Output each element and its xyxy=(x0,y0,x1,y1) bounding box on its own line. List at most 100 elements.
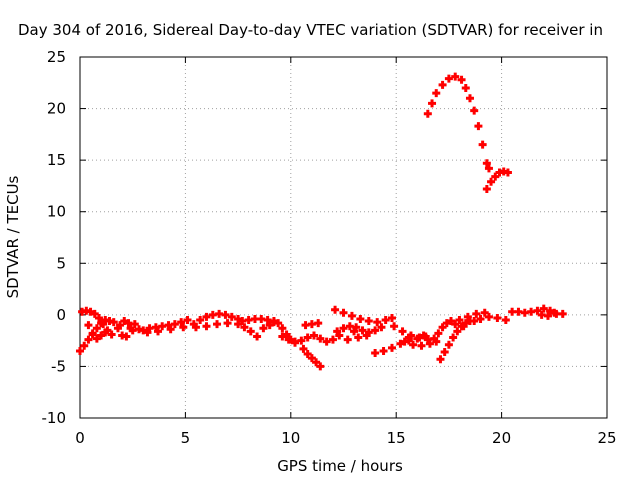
data-point xyxy=(90,309,99,318)
data-point xyxy=(387,313,396,322)
data-point xyxy=(259,324,268,333)
data-point xyxy=(350,327,359,336)
data-point xyxy=(80,341,89,350)
data-point xyxy=(404,333,413,342)
data-point xyxy=(202,312,211,321)
data-point xyxy=(312,358,321,367)
data-point xyxy=(364,317,373,326)
data-point xyxy=(309,331,318,340)
data-point xyxy=(442,319,451,328)
data-point xyxy=(470,106,479,115)
y-axis-label: SDTVAR / TECUs xyxy=(4,175,22,298)
data-point xyxy=(170,320,179,329)
data-point xyxy=(107,330,116,339)
y-tick-label: 15 xyxy=(47,151,66,169)
data-point xyxy=(409,340,418,349)
data-point xyxy=(274,319,283,328)
data-point xyxy=(166,325,175,334)
data-point xyxy=(546,306,555,315)
x-tick-label: 5 xyxy=(181,429,191,447)
chart-title: Day 304 of 2016, Sidereal Day-to-day VTE… xyxy=(18,21,603,39)
data-point xyxy=(354,333,363,342)
data-point xyxy=(99,320,108,329)
data-point xyxy=(451,72,460,81)
data-point xyxy=(246,327,255,336)
data-point xyxy=(373,318,382,327)
y-tick-label: 10 xyxy=(47,203,66,221)
data-point xyxy=(444,74,453,83)
data-point xyxy=(438,80,447,89)
data-point xyxy=(371,326,380,335)
data-point xyxy=(377,323,386,332)
data-point xyxy=(179,323,188,332)
plot-frame xyxy=(79,56,608,419)
data-point xyxy=(177,318,186,327)
data-point xyxy=(109,318,118,327)
data-point xyxy=(438,323,447,332)
data-point xyxy=(451,320,460,329)
x-tick-label: 0 xyxy=(75,429,85,447)
data-point xyxy=(223,319,232,328)
data-point xyxy=(76,346,84,355)
data-point xyxy=(449,333,458,342)
data-point xyxy=(191,323,200,332)
data-point xyxy=(97,331,106,340)
data-point xyxy=(328,335,337,344)
data-point xyxy=(358,326,367,335)
data-point xyxy=(196,316,205,325)
data-point xyxy=(339,308,348,317)
x-tick-label: 15 xyxy=(387,429,406,447)
data-point xyxy=(284,335,293,344)
data-point xyxy=(470,317,479,326)
data-point xyxy=(94,313,103,322)
data-point xyxy=(322,337,331,346)
data-point xyxy=(314,319,323,328)
data-point xyxy=(153,327,162,336)
data-point xyxy=(550,308,559,317)
data-point xyxy=(543,311,552,320)
data-point xyxy=(303,350,312,359)
data-point xyxy=(465,94,474,103)
data-point xyxy=(396,339,405,348)
data-point xyxy=(474,122,483,131)
data-point xyxy=(484,312,493,321)
data-point xyxy=(278,324,287,333)
y-tick-label: -10 xyxy=(42,409,67,427)
data-point xyxy=(116,321,125,330)
data-point xyxy=(501,316,510,325)
data-point xyxy=(436,355,445,364)
data-point xyxy=(379,346,388,355)
data-point xyxy=(417,341,426,350)
data-point xyxy=(480,308,489,317)
data-point xyxy=(428,99,437,108)
data-point xyxy=(478,140,487,149)
data-point xyxy=(558,309,567,318)
data-point xyxy=(253,332,262,341)
data-point xyxy=(434,329,443,338)
data-point xyxy=(331,305,340,314)
data-point xyxy=(487,177,496,186)
data-point xyxy=(221,310,230,319)
data-point xyxy=(419,331,428,340)
y-tick-label: 20 xyxy=(47,100,66,118)
data-point xyxy=(381,316,390,325)
data-point xyxy=(347,311,356,320)
data-point xyxy=(84,321,93,330)
data-point xyxy=(493,313,502,322)
y-tick-label: 0 xyxy=(56,306,66,324)
data-point xyxy=(539,304,548,313)
y-tick-label: -5 xyxy=(51,357,66,375)
data-point xyxy=(476,314,485,323)
data-point xyxy=(371,349,380,358)
x-tick-label: 25 xyxy=(597,429,616,447)
data-point xyxy=(183,316,192,325)
data-point xyxy=(425,339,434,348)
data-point xyxy=(503,168,512,177)
x-axis-label: GPS time / hours xyxy=(277,457,403,475)
axis-ticks: 0 5 10 15 20 25 -10 -5 0 5 10 15 20 25 xyxy=(42,48,617,447)
data-point xyxy=(316,362,325,371)
data-point xyxy=(128,326,137,335)
data-point xyxy=(390,322,399,331)
x-tick-label: 20 xyxy=(492,429,511,447)
